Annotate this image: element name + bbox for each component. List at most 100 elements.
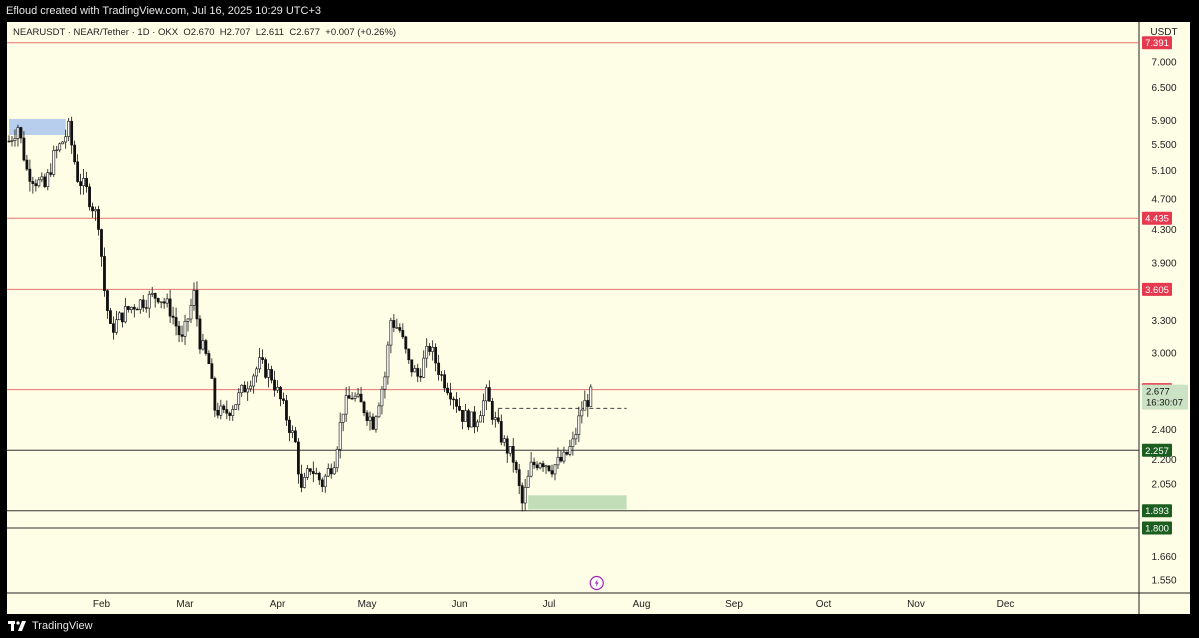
candle-body: [255, 368, 259, 377]
candle-body: [553, 464, 557, 475]
candle-body: [288, 419, 291, 433]
candle-body: [359, 393, 363, 403]
candle-body: [97, 209, 100, 230]
tradingview-brand[interactable]: TradingView: [8, 614, 93, 638]
candle-body: [407, 348, 411, 361]
legend-low: L2.611: [255, 27, 285, 38]
candle-body: [392, 320, 396, 328]
candle-body: [493, 417, 497, 420]
candle-body: [52, 150, 56, 175]
candle-body: [326, 468, 330, 477]
candle-body: [371, 416, 375, 430]
candle-body: [508, 446, 512, 454]
candle-body: [177, 325, 181, 336]
candle-body: [305, 468, 309, 478]
y-tick-label: 5.100: [1151, 166, 1176, 177]
header-bar: Efloud created with TradingView.com, Jul…: [0, 0, 1199, 22]
level-badge-label: 1.800: [1145, 524, 1169, 535]
last-price-label: 2.677: [1146, 387, 1170, 398]
candle-body: [180, 334, 184, 337]
candle-body: [168, 298, 172, 317]
candle-body: [362, 401, 366, 414]
candle-body: [344, 395, 348, 415]
symbol-legend: NEARUSDT · NEAR/Tether · 1D · OKX O2.670…: [13, 27, 396, 38]
candle-body: [314, 472, 318, 475]
candle-body: [410, 359, 414, 373]
candle-body: [183, 320, 187, 337]
candle-body: [529, 461, 533, 477]
candle-body: [487, 387, 491, 402]
candle-body: [517, 469, 521, 486]
green-zone: [528, 495, 627, 510]
price-chart[interactable]: USDT 7.000 6.500 5.900 5.500 5.100 4.700 4.300 3…: [7, 22, 1190, 614]
footer-brand-text: TradingView: [32, 620, 93, 632]
y-tick-label: 5.500: [1151, 140, 1176, 151]
legend-change: +0.007 (+0.26%): [325, 27, 397, 38]
candle-body: [329, 468, 333, 475]
candle-body: [153, 293, 157, 299]
candle-body: [106, 290, 109, 311]
candle-body: [380, 388, 384, 407]
candle-body: [383, 376, 387, 390]
candle-body: [261, 357, 264, 360]
candle-body: [368, 416, 372, 421]
candle-body: [88, 186, 91, 208]
candle-body: [291, 430, 294, 433]
x-tick-label: May: [358, 599, 377, 610]
candle-body: [422, 357, 426, 378]
blue-zone: [9, 118, 66, 136]
candle-body: [117, 312, 121, 321]
candle-body: [464, 410, 467, 422]
candle-body: [198, 318, 202, 350]
candle-body: [222, 405, 226, 410]
candle-body: [219, 405, 223, 416]
candle-body: [94, 209, 97, 212]
candle-body: [273, 379, 276, 391]
candle-body: [341, 413, 345, 423]
candle-body: [571, 438, 575, 447]
y-tick-label: 2.050: [1151, 479, 1176, 490]
x-tick-label: Mar: [176, 599, 194, 610]
footer-bar: TradingView: [0, 614, 1199, 638]
candle-body: [147, 293, 151, 309]
candle-body: [138, 299, 142, 310]
candle-body: [31, 181, 35, 184]
x-tick-label: Nov: [907, 599, 925, 610]
candle-body: [556, 456, 560, 466]
candle-body: [150, 293, 154, 295]
y-tick-label: 3.300: [1151, 316, 1176, 327]
candle-body: [419, 375, 423, 378]
candle-body: [79, 181, 83, 186]
candle-body: [323, 475, 327, 487]
candle-body: [458, 406, 461, 411]
level-badge: [1142, 521, 1172, 535]
candle-body: [496, 417, 500, 422]
candle-body: [544, 465, 548, 468]
candle-body: [455, 399, 458, 407]
candle-body: [25, 159, 29, 170]
candle-body: [568, 446, 572, 455]
x-tick-label: Apr: [270, 599, 286, 610]
candle-body: [502, 438, 506, 443]
candle-body: [335, 449, 339, 469]
candle-body: [19, 127, 23, 139]
candle-body: [129, 306, 133, 310]
x-tick-label: Aug: [633, 599, 651, 610]
candle-body: [514, 461, 518, 470]
candle-body: [100, 229, 103, 257]
level-badge-label: 2.257: [1145, 446, 1169, 457]
candle-body: [538, 463, 542, 469]
candle-body: [431, 346, 435, 352]
level-badge: [1142, 443, 1172, 457]
candle-body: [28, 168, 32, 182]
chart-frame[interactable]: USDT 7.000 6.500 5.900 5.500 5.100 4.700 4.300 3…: [7, 22, 1190, 614]
candle-body: [231, 409, 235, 416]
candle-body: [377, 405, 381, 418]
candle-body: [204, 340, 208, 354]
candle-body: [210, 363, 214, 379]
candle-body: [416, 368, 420, 377]
candle-body: [294, 430, 297, 443]
candle-body: [234, 404, 238, 410]
candle-body: [246, 388, 250, 393]
candle-body: [279, 387, 282, 400]
